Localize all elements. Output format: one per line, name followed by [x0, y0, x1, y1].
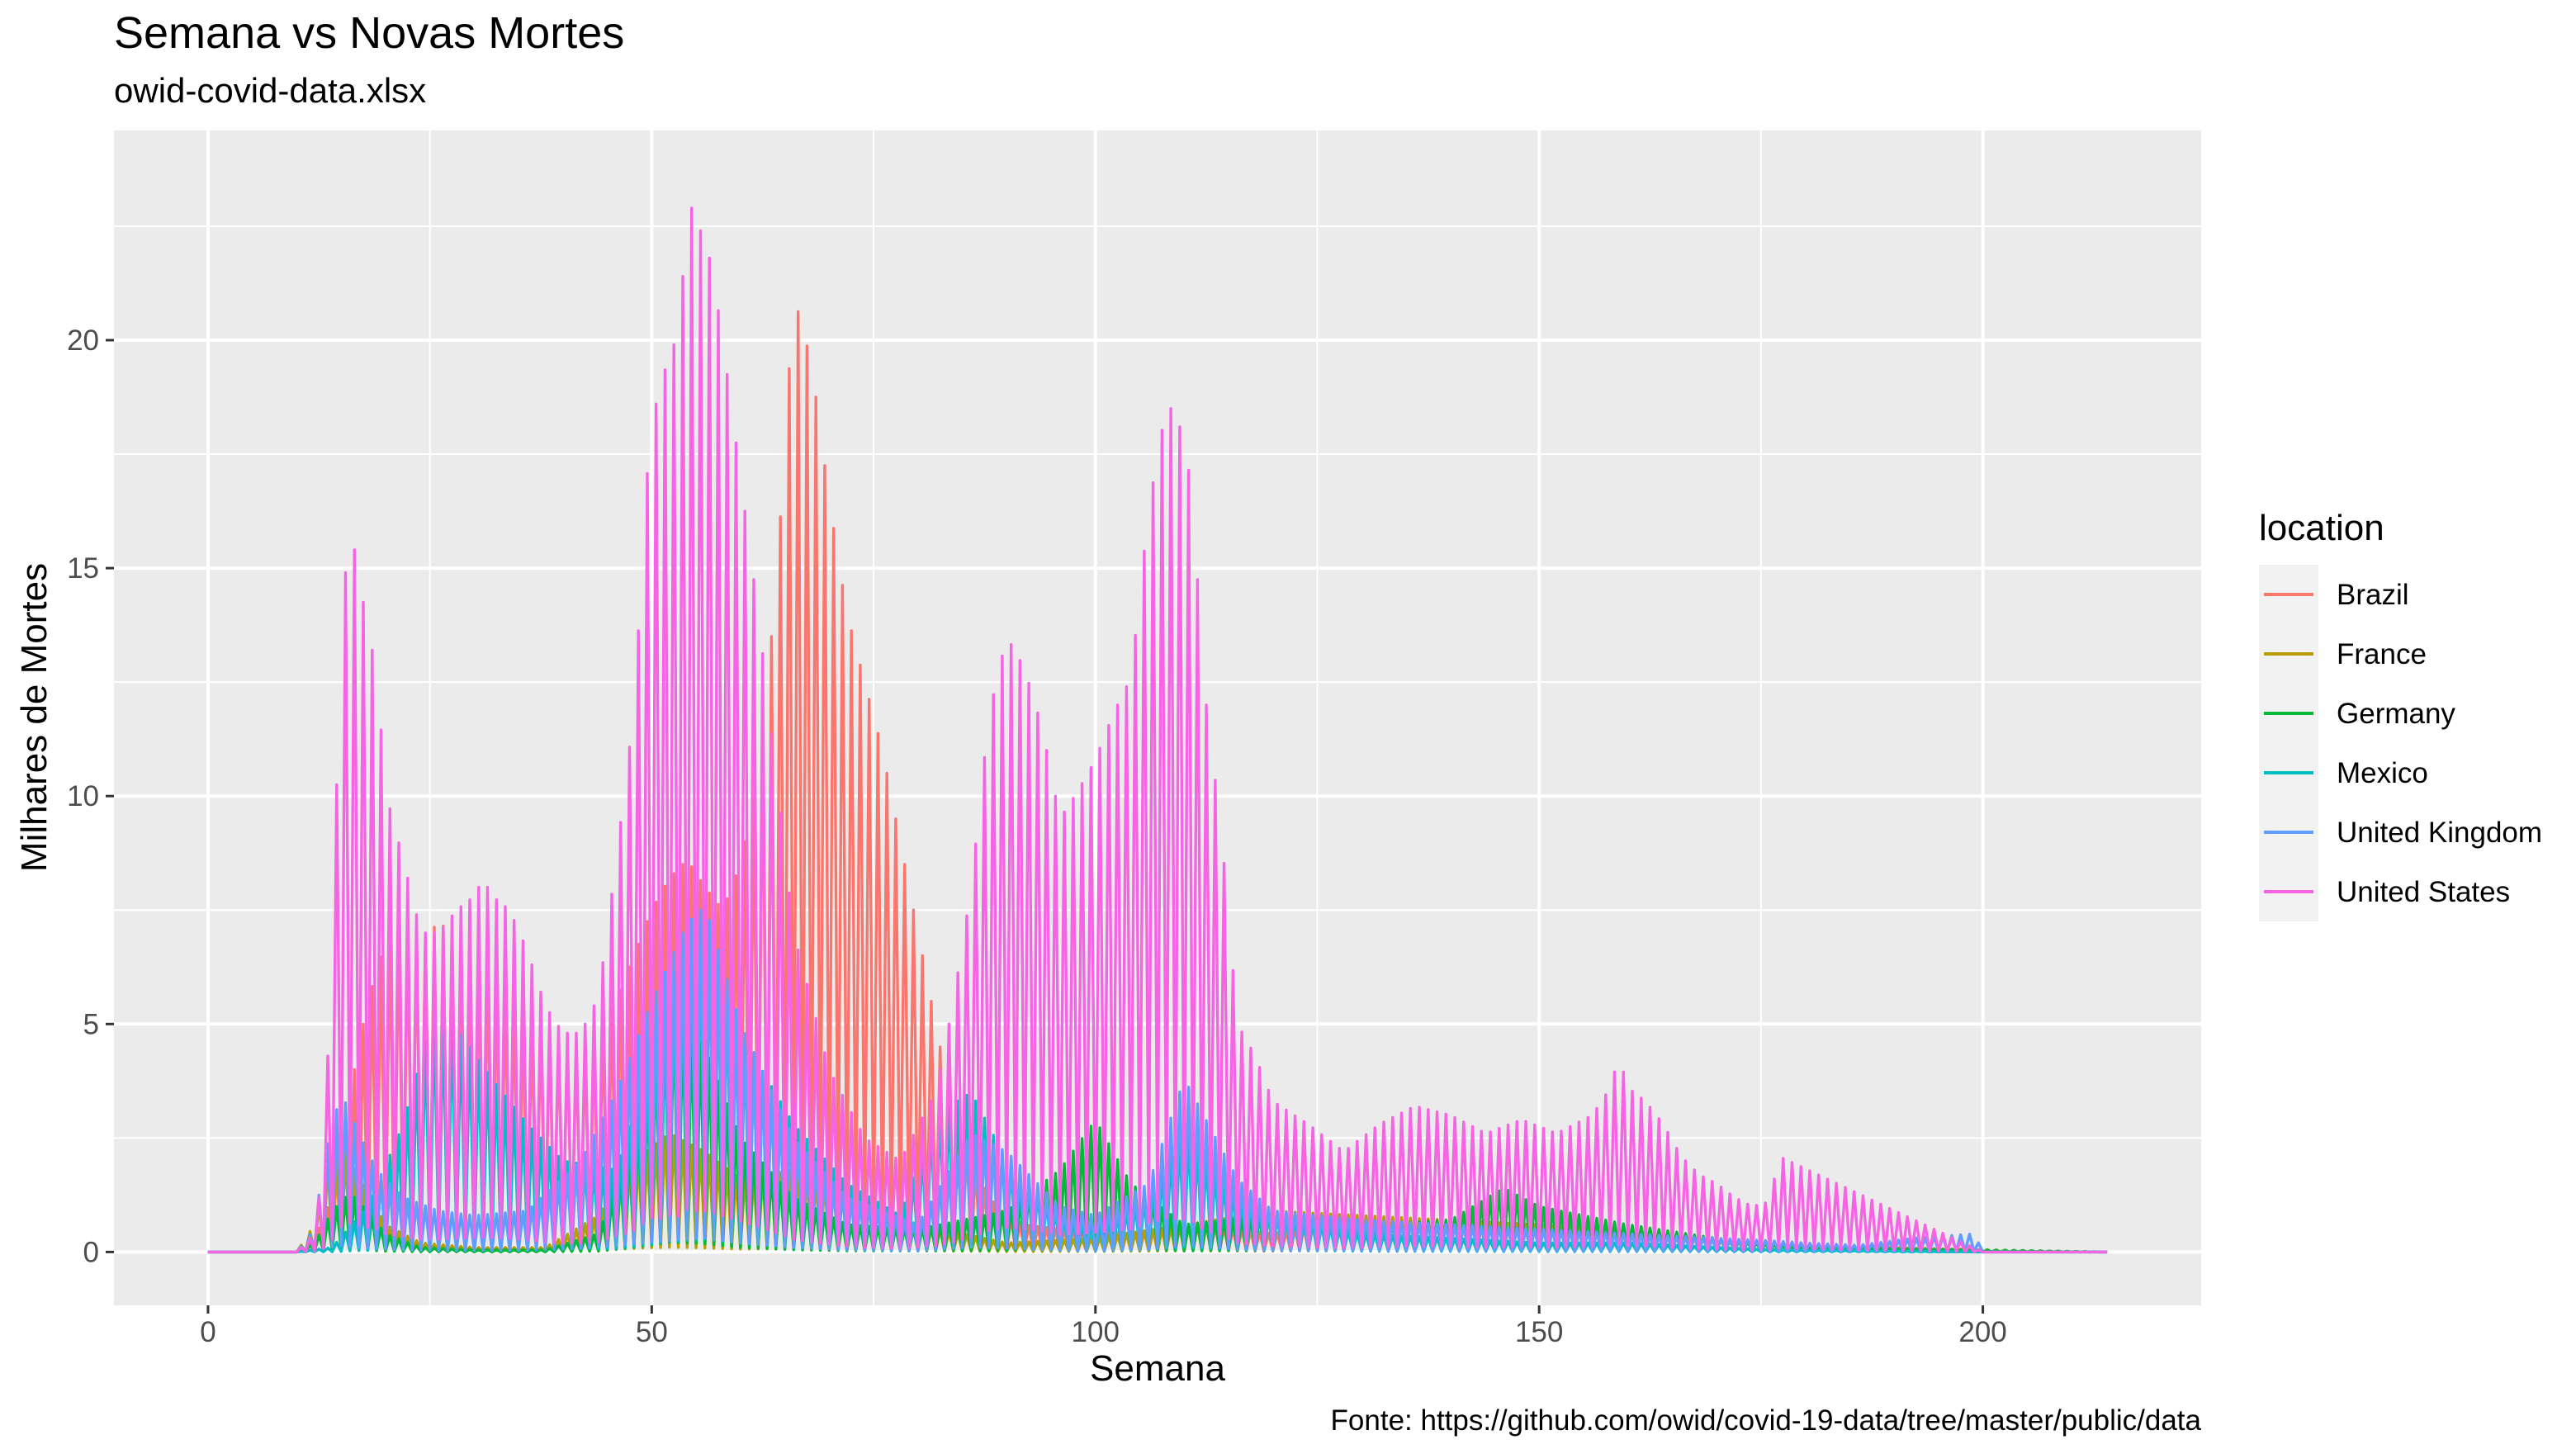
y-tick-label: 20 [67, 324, 99, 357]
legend-label: United States [2337, 876, 2510, 908]
chart-title: Semana vs Novas Mortes [114, 8, 624, 58]
y-tick-label: 0 [83, 1236, 99, 1268]
x-tick-label: 50 [636, 1316, 668, 1348]
x-axis-title: Semana [1090, 1348, 1225, 1389]
legend: location Brazil France Germany Mexico United… [2259, 508, 2542, 921]
x-tick-label: 150 [1515, 1316, 1563, 1348]
y-tick-label: 15 [67, 552, 99, 585]
y-tick-label: 10 [67, 780, 99, 812]
legend-title: location [2259, 508, 2384, 548]
x-axis-ticks: 0 50 100 150 200 [200, 1305, 2007, 1348]
series-line-united-kingdom [207, 908, 2108, 1254]
y-axis-title: Milhares de Mortes [14, 563, 54, 872]
series-layer [207, 206, 2108, 1254]
legend-items: Brazil France Germany Mexico United Kingdom U… [2264, 579, 2542, 908]
y-axis-ticks: 0 5 10 15 20 [67, 324, 114, 1268]
x-tick-label: 0 [200, 1316, 215, 1348]
minor-gridlines [114, 130, 2206, 1305]
legend-label: France [2337, 638, 2427, 670]
legend-label: Mexico [2337, 757, 2428, 789]
x-tick-label: 100 [1072, 1316, 1120, 1348]
x-tick-label: 200 [1958, 1316, 2006, 1348]
legend-label: United Kingdom [2337, 817, 2542, 849]
legend-label: Brazil [2337, 579, 2409, 611]
major-gridlines [114, 130, 2201, 1305]
legend-label: Germany [2337, 698, 2455, 730]
chart-subtitle: owid-covid-data.xlsx [114, 71, 426, 110]
legend-key-background [2259, 565, 2318, 921]
y-tick-label: 5 [83, 1008, 99, 1040]
series-line-united-states [207, 206, 2108, 1254]
chart-caption: Fonte: https://github.com/owid/covid-19-… [1331, 1404, 2202, 1437]
